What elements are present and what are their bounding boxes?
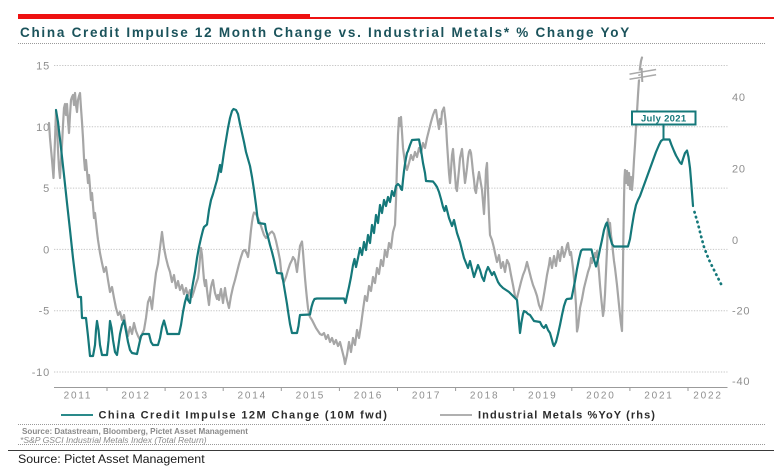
svg-text:Industrial Metals %YoY (rhs): Industrial Metals %YoY (rhs) xyxy=(478,410,656,422)
svg-text:-5: -5 xyxy=(39,306,50,318)
svg-text:2014: 2014 xyxy=(238,391,267,402)
svg-text:2011: 2011 xyxy=(64,391,93,402)
svg-text:2019: 2019 xyxy=(528,391,557,402)
svg-text:20: 20 xyxy=(732,164,746,176)
svg-text:5: 5 xyxy=(43,183,50,195)
svg-text:China Credit Impulse 12M Chang: China Credit Impulse 12M Change (10M fwd… xyxy=(99,410,389,422)
svg-text:-10: -10 xyxy=(32,367,50,379)
svg-text:2021: 2021 xyxy=(644,391,673,402)
svg-text:2012: 2012 xyxy=(121,391,150,402)
svg-text:-20: -20 xyxy=(732,306,750,318)
svg-text:0: 0 xyxy=(43,244,50,256)
svg-text:2020: 2020 xyxy=(586,391,615,402)
svg-text:2022: 2022 xyxy=(693,391,722,402)
svg-text:-40: -40 xyxy=(732,376,750,388)
svg-text:2018: 2018 xyxy=(470,391,499,402)
svg-text:40: 40 xyxy=(732,92,746,104)
svg-text:15: 15 xyxy=(36,61,50,73)
svg-text:2015: 2015 xyxy=(296,391,325,402)
svg-text:2013: 2013 xyxy=(179,391,208,402)
svg-text:July 2021: July 2021 xyxy=(641,114,687,125)
svg-text:10: 10 xyxy=(36,122,50,134)
svg-text:2017: 2017 xyxy=(412,391,441,402)
svg-text:2016: 2016 xyxy=(354,391,383,402)
svg-text:0: 0 xyxy=(732,235,739,247)
